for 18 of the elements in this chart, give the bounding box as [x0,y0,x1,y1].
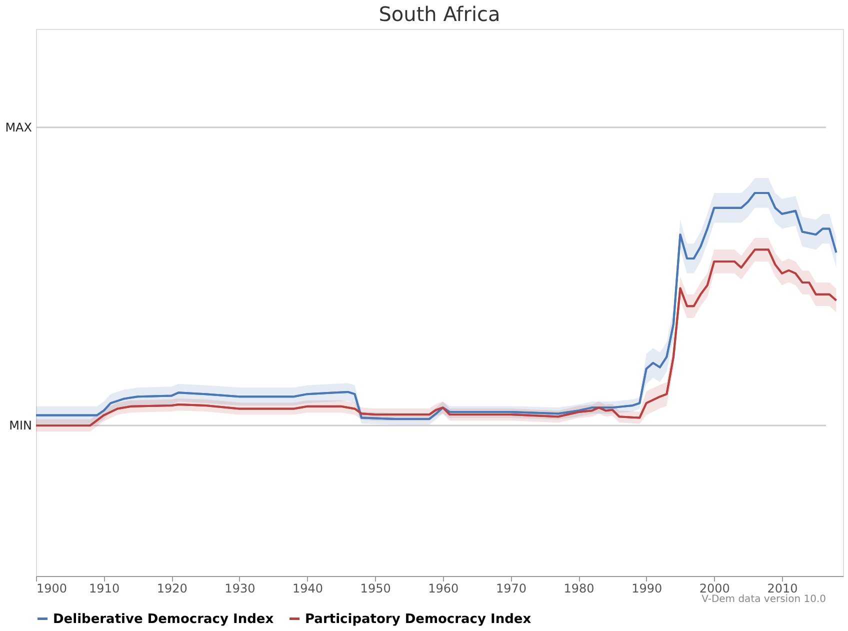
ref-line-label: MAX [5,120,32,134]
x-tick-label: 1910 [89,582,120,596]
x-tick-label: 1900 [36,582,68,596]
x-tick-label: 1930 [224,582,256,596]
legend-label: Deliberative Democracy Index [53,612,274,627]
chart-title: South Africa [378,2,500,26]
x-tick-label: 2000 [699,582,730,596]
x-tick-label: 1920 [156,582,188,596]
x-tick-label: 1980 [564,582,594,596]
x-tick-label: 1970 [496,582,526,596]
x-tick-label: 1990 [632,582,662,596]
x-tick-label: 1940 [292,582,324,596]
legend-label: Participatory Democracy Index [305,612,532,627]
text: V-Dem data version 10.0 [702,594,826,605]
x-tick-label: 2010 [767,582,798,596]
x-tick-label: 1960 [428,582,459,596]
x-tick-label: 1950 [360,582,391,596]
ref-line-label: MIN [9,418,32,432]
